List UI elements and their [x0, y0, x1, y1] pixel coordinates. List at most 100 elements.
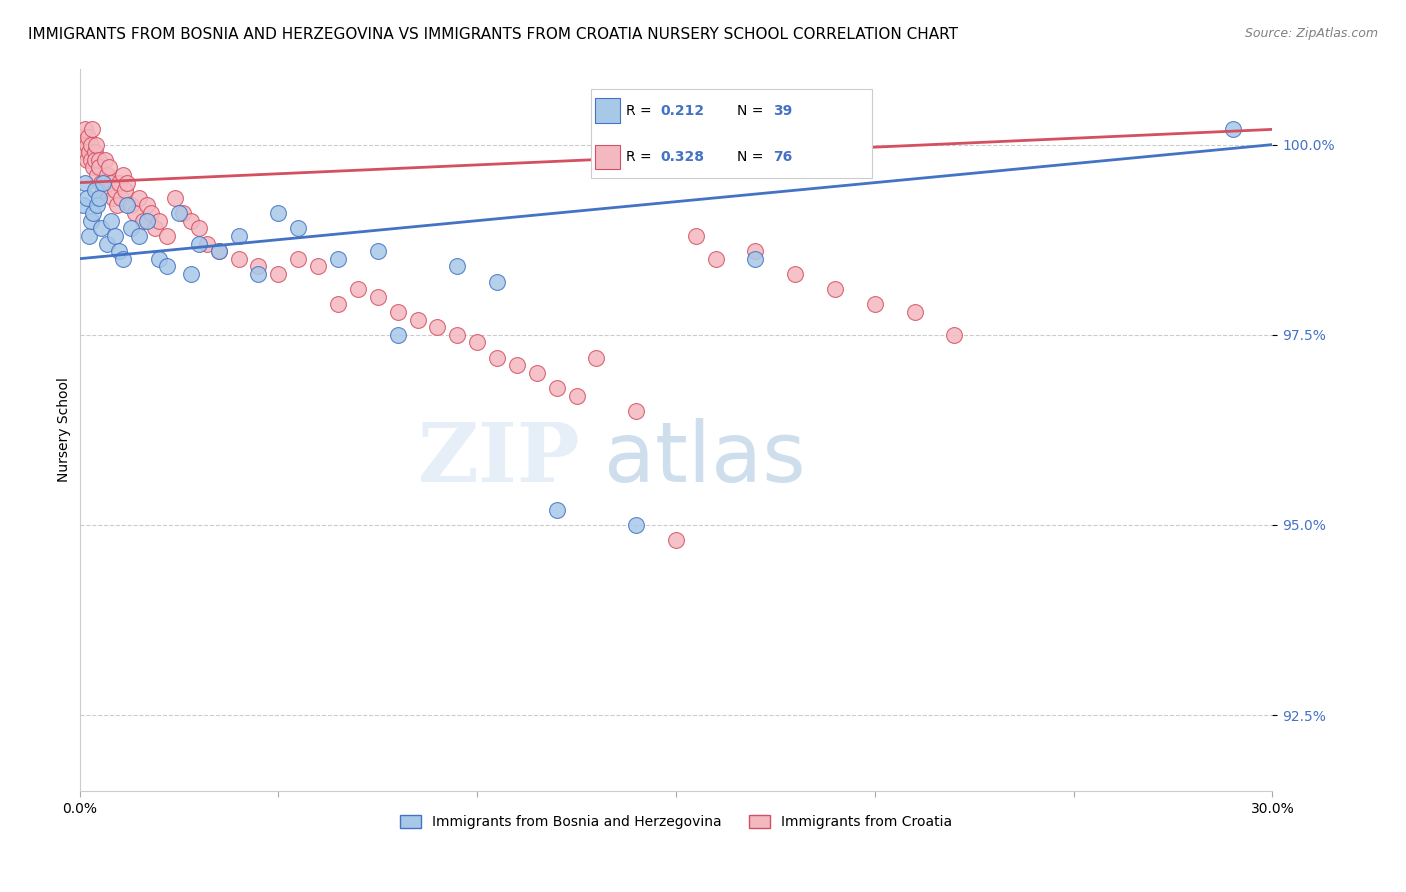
Point: [565, 389, 588, 403]
Point: [195, 236, 218, 251]
Point: [79, 137, 101, 152]
Point: [208, 244, 231, 259]
Point: [84, 153, 107, 167]
Text: N =: N =: [737, 151, 768, 164]
Point: [187, 236, 209, 251]
Point: [506, 358, 529, 372]
Point: [208, 244, 231, 259]
Text: R =: R =: [626, 151, 655, 164]
Point: [744, 244, 766, 259]
Point: [80, 213, 103, 227]
Point: [86, 198, 108, 212]
Point: [228, 252, 250, 266]
Point: [486, 275, 509, 289]
Point: [79, 228, 101, 243]
Point: [72, 137, 94, 152]
Point: [77, 130, 100, 145]
Point: [180, 267, 202, 281]
Point: [94, 153, 117, 167]
Point: [93, 176, 115, 190]
Point: [132, 213, 155, 227]
Point: [426, 320, 449, 334]
Text: atlas: atlas: [605, 418, 806, 500]
FancyBboxPatch shape: [595, 98, 620, 122]
Point: [96, 168, 118, 182]
Point: [367, 244, 389, 259]
Text: N =: N =: [737, 103, 768, 118]
Point: [446, 327, 468, 342]
Point: [156, 228, 179, 243]
Point: [90, 176, 112, 190]
Point: [307, 260, 329, 274]
Point: [82, 122, 104, 136]
Point: [143, 221, 166, 235]
Text: R =: R =: [626, 103, 655, 118]
Point: [93, 183, 115, 197]
Point: [110, 191, 132, 205]
Point: [903, 305, 925, 319]
Point: [247, 260, 270, 274]
Point: [367, 290, 389, 304]
Point: [172, 206, 194, 220]
Point: [112, 168, 135, 182]
Point: [86, 168, 108, 182]
Point: [156, 260, 179, 274]
Point: [287, 252, 309, 266]
Point: [585, 351, 607, 365]
Point: [80, 153, 103, 167]
Point: [89, 191, 111, 205]
Point: [546, 381, 568, 395]
Point: [70, 130, 93, 145]
Point: [115, 176, 138, 190]
Point: [128, 228, 150, 243]
Point: [82, 161, 104, 175]
Point: [326, 252, 349, 266]
Point: [665, 533, 688, 548]
Point: [287, 221, 309, 235]
Point: [100, 176, 122, 190]
Point: [108, 176, 131, 190]
Point: [83, 145, 105, 160]
Point: [105, 198, 128, 212]
Point: [104, 228, 127, 243]
Point: [84, 183, 107, 197]
Point: [108, 244, 131, 259]
Legend: Immigrants from Bosnia and Herzegovina, Immigrants from Croatia: Immigrants from Bosnia and Herzegovina, …: [394, 810, 957, 835]
Text: Source: ZipAtlas.com: Source: ZipAtlas.com: [1244, 27, 1378, 40]
Text: 0.212: 0.212: [661, 103, 704, 118]
Point: [785, 267, 807, 281]
Point: [84, 137, 107, 152]
Point: [685, 228, 707, 243]
Point: [139, 206, 162, 220]
Point: [267, 267, 290, 281]
Point: [96, 236, 118, 251]
Text: ZIP: ZIP: [418, 419, 581, 499]
Point: [89, 161, 111, 175]
Point: [406, 312, 429, 326]
Point: [326, 297, 349, 311]
Point: [824, 282, 846, 296]
Point: [228, 228, 250, 243]
Point: [624, 404, 647, 418]
Point: [267, 206, 290, 220]
Point: [103, 191, 125, 205]
FancyBboxPatch shape: [595, 145, 620, 169]
Point: [82, 206, 104, 220]
Point: [112, 252, 135, 266]
Point: [624, 518, 647, 533]
Point: [75, 176, 97, 190]
Point: [167, 206, 190, 220]
Point: [136, 198, 159, 212]
Point: [73, 145, 96, 160]
Point: [148, 213, 170, 227]
Point: [90, 221, 112, 235]
Point: [187, 221, 209, 235]
Y-axis label: Nursery School: Nursery School: [58, 377, 72, 483]
Point: [72, 198, 94, 212]
Point: [76, 153, 98, 167]
Point: [136, 213, 159, 227]
Text: 39: 39: [773, 103, 793, 118]
Point: [446, 260, 468, 274]
Point: [247, 267, 270, 281]
Point: [79, 145, 101, 160]
